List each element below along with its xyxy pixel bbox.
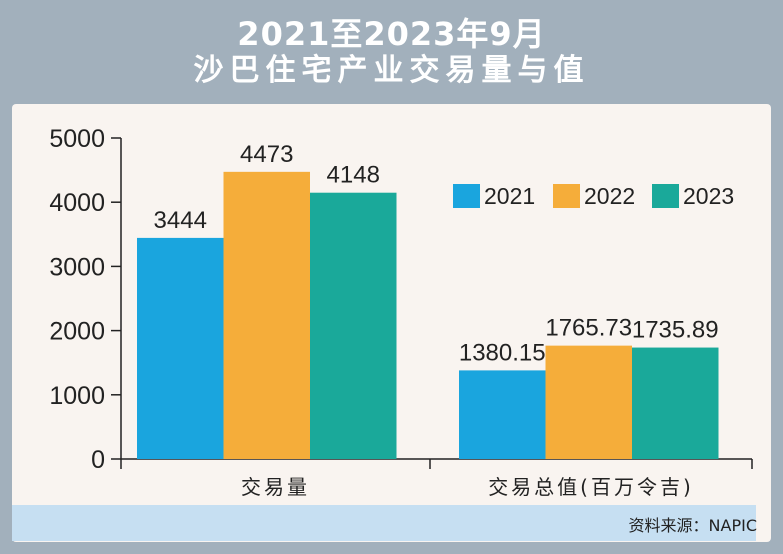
legend-swatch-2023 [652,184,679,208]
data-label: 1380.15 [459,339,546,366]
legend-label: 2022 [584,183,635,209]
y-tick-label: 0 [91,446,105,474]
source-text: 资料来源：NAPIC [628,516,757,535]
data-label: 4148 [327,162,380,189]
category-label: 交易量 [241,475,310,499]
header: 2021至2023年9月 沙巴住宅产业交易量与值 [0,0,783,104]
legend-label: 2021 [484,183,535,209]
data-label: 1765.73 [545,315,632,342]
data-label: 4473 [240,141,293,168]
title-line-1: 2021至2023年9月 [237,14,546,53]
legend-label: 2023 [683,183,734,209]
bar-2021 [137,237,224,459]
bar-2023 [632,347,719,459]
y-tick-label: 3000 [49,253,105,281]
y-tick-label: 5000 [49,125,105,153]
category-label: 交易总值(百万令吉) [488,475,694,499]
title-line-2: 沙巴住宅产业交易量与值 [193,53,590,89]
bar-2022 [223,171,310,459]
data-label: 1735.89 [632,317,719,344]
source-bar [12,505,756,541]
bar-2022 [545,345,632,459]
y-tick-label: 2000 [49,318,105,346]
data-label: 3444 [154,207,207,234]
bar-2021 [459,370,546,459]
y-tick-label: 1000 [49,382,105,410]
legend-swatch-2021 [453,184,480,208]
bar-2023 [310,192,397,459]
legend-swatch-2022 [553,184,580,208]
y-tick-label: 4000 [49,189,105,217]
